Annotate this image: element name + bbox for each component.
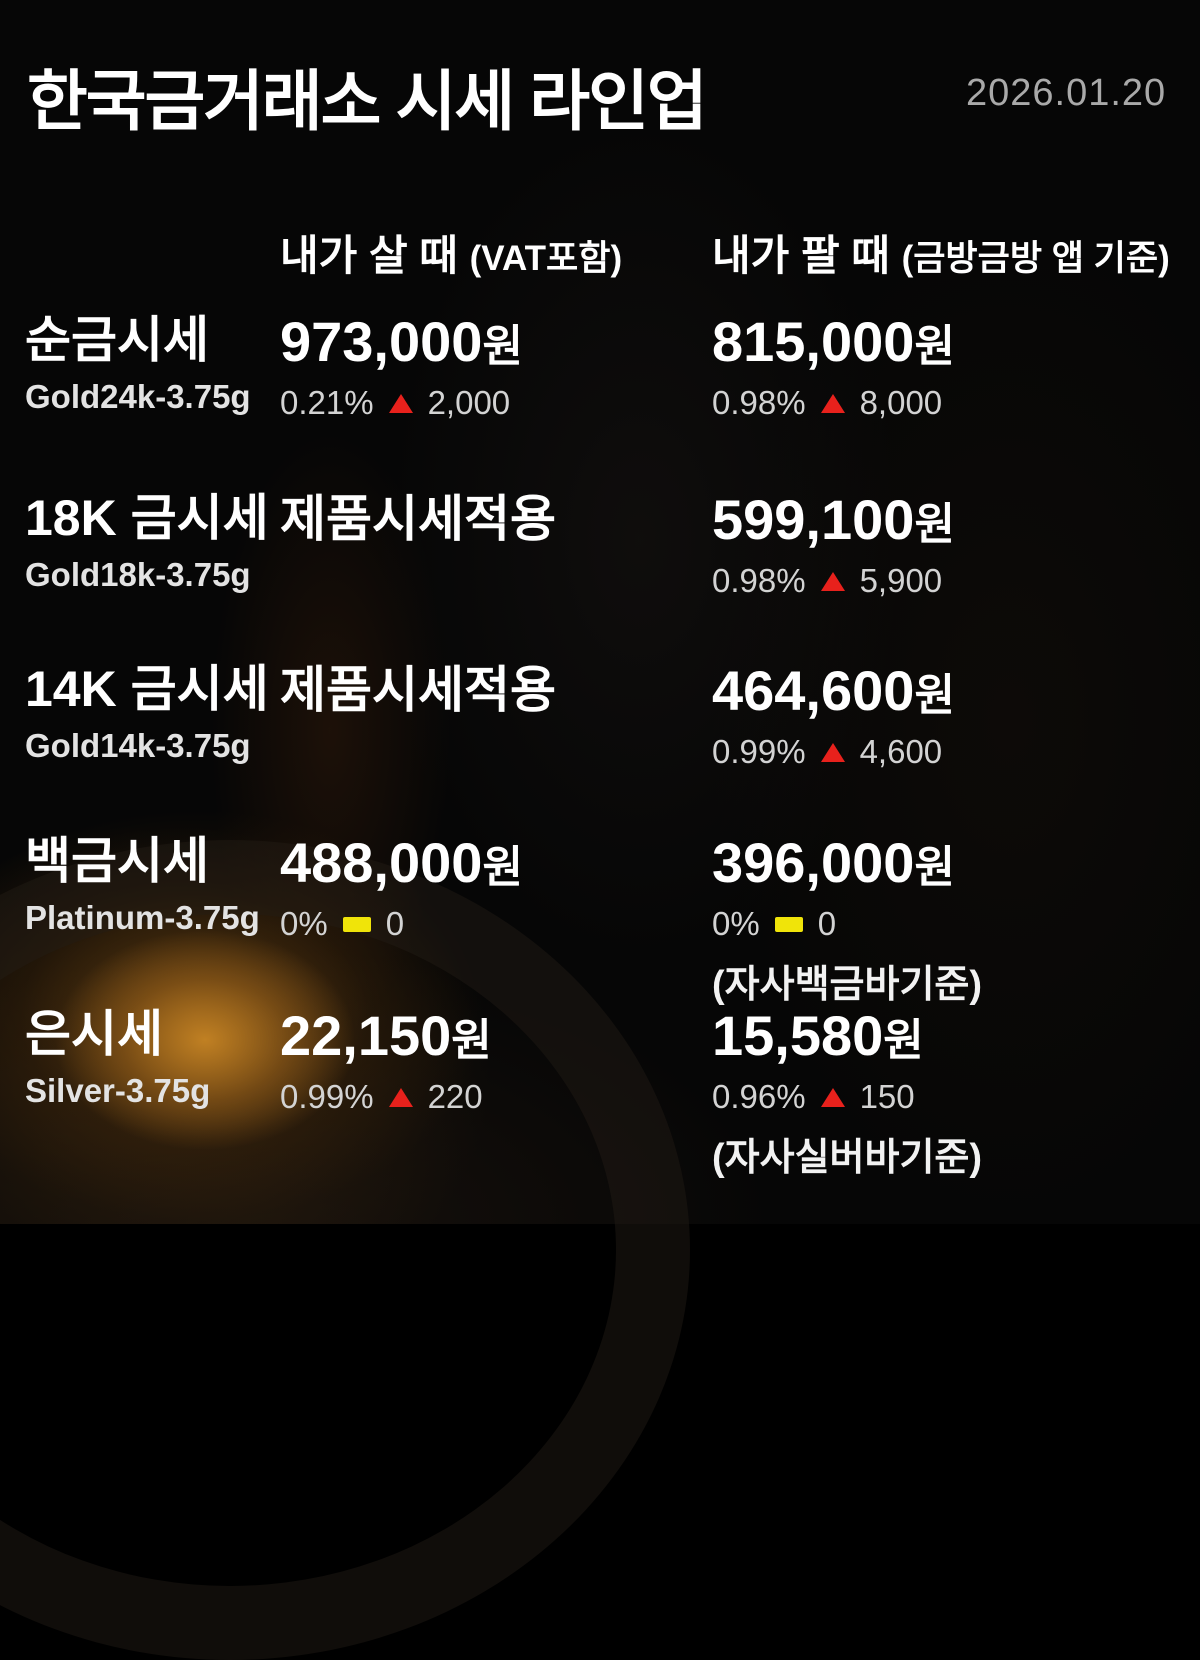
buy-change: 0.99% 220 <box>280 1078 712 1116</box>
sell-price: 599,100원 <box>712 488 955 551</box>
buy-change: 0.21% 2,000 <box>280 384 712 422</box>
buy-column-header: 내가 살 때 (VAT포함) <box>280 232 623 279</box>
sell-change: 0% 0 <box>712 905 1180 943</box>
sell-change: 0.99% 4,600 <box>712 733 1180 771</box>
sell-column-header: 내가 팔 때 (금방금방 앱 기준) <box>712 232 1170 279</box>
change-direction-icon <box>820 742 845 762</box>
won-unit: 원 <box>883 1016 924 1065</box>
change-percent: 0.96% <box>712 1078 806 1115</box>
won-unit: 원 <box>914 843 955 892</box>
sell-change: 0.98% 5,900 <box>712 562 1180 600</box>
change-percent: 0% <box>712 905 760 942</box>
metal-label-cell: 14K 금시세 Gold14k-3.75g <box>25 663 280 771</box>
buy-cell: 22,150원 0.99% 220 <box>280 1008 712 1181</box>
buy-cell: 973,000원 0.21% 2,000 <box>280 314 712 422</box>
change-direction-icon <box>342 916 371 932</box>
sell-change: 0.96% 150 <box>712 1078 1180 1116</box>
sell-column-subnote: (금방금방 앱 기준) <box>901 239 1170 278</box>
won-unit: 원 <box>482 322 523 371</box>
table-row-silver: 은시세 Silver-3.75g 22,150원 0.99% 220 15,58… <box>25 1008 1180 1181</box>
metal-label-cell: 순금시세 Gold24k-3.75g <box>25 314 280 422</box>
change-amount: 220 <box>427 1078 483 1115</box>
buy-column-subnote: (VAT포함) <box>469 239 623 278</box>
change-direction-icon <box>820 1087 845 1107</box>
metal-label-cell: 18K 금시세 Gold18k-3.75g <box>25 492 280 600</box>
change-direction-icon <box>388 1087 413 1107</box>
sell-cell: 464,600원 0.99% 4,600 <box>712 663 1180 771</box>
won-unit: 원 <box>914 500 955 549</box>
change-percent: 0.21% <box>280 384 374 421</box>
change-direction-icon <box>820 571 845 591</box>
table-row-gold14k: 14K 금시세 Gold14k-3.75g 제품시세적용 464,600원 0.… <box>25 663 1180 771</box>
buy-product-price-note: 제품시세적용 <box>280 491 556 547</box>
change-amount: 8,000 <box>859 384 943 421</box>
change-amount: 0 <box>385 905 405 942</box>
table-row-gold24k: 순금시세 Gold24k-3.75g 973,000원 0.21% 2,000 … <box>25 314 1180 422</box>
change-amount: 0 <box>817 905 837 942</box>
sell-price: 464,600원 <box>712 659 955 722</box>
change-direction-icon <box>774 916 803 932</box>
buy-price: 973,000원 <box>280 310 523 373</box>
metal-spec: Silver-3.75g <box>25 1072 211 1109</box>
metal-name: 14K 금시세 <box>25 661 269 717</box>
buy-cell: 제품시세적용 <box>280 492 712 600</box>
page-title: 한국금거래소 시세 라인업 <box>27 64 708 138</box>
label-column-spacer <box>25 222 280 283</box>
change-direction-icon <box>388 393 413 413</box>
won-unit: 원 <box>482 843 523 892</box>
change-percent: 0.99% <box>712 733 806 770</box>
change-direction-icon <box>820 393 845 413</box>
buy-change: 0% 0 <box>280 905 712 943</box>
sell-price: 396,000원 <box>712 831 955 894</box>
sell-cell: 815,000원 0.98% 8,000 <box>712 314 1180 422</box>
change-amount: 150 <box>859 1078 915 1115</box>
buy-cell: 제품시세적용 <box>280 663 712 771</box>
sell-basis-note: (자사실버바기준) <box>712 1137 983 1179</box>
sell-cell: 396,000원 0% 0 (자사백금바기준) <box>712 835 1180 1008</box>
buy-price: 488,000원 <box>280 831 523 894</box>
sell-change: 0.98% 8,000 <box>712 384 1180 422</box>
table-row-gold18k: 18K 금시세 Gold18k-3.75g 제품시세적용 599,100원 0.… <box>25 492 1180 600</box>
change-amount: 4,600 <box>859 733 943 770</box>
metal-label-cell: 은시세 Silver-3.75g <box>25 1008 280 1181</box>
table-row-platinum: 백금시세 Platinum-3.75g 488,000원 0% 0 396,00… <box>25 835 1180 1008</box>
metal-name: 백금시세 <box>25 833 209 889</box>
date-label: 2026.01.20 <box>966 72 1167 114</box>
won-unit: 원 <box>914 671 955 720</box>
column-headers: 내가 살 때 (VAT포함) 내가 팔 때 (금방금방 앱 기준) <box>25 222 1180 283</box>
buy-cell: 488,000원 0% 0 <box>280 835 712 1008</box>
change-percent: 0% <box>280 905 328 942</box>
buy-price: 22,150원 <box>280 1004 492 1067</box>
sell-cell: 15,580원 0.96% 150 (자사실버바기준) <box>712 1008 1180 1181</box>
metal-spec: Platinum-3.75g <box>25 899 260 936</box>
won-unit: 원 <box>451 1016 492 1065</box>
change-percent: 0.98% <box>712 384 806 421</box>
change-amount: 2,000 <box>427 384 511 421</box>
change-percent: 0.99% <box>280 1078 374 1115</box>
change-amount: 5,900 <box>859 562 943 599</box>
metal-name: 은시세 <box>25 1006 163 1062</box>
metal-spec: Gold18k-3.75g <box>25 556 251 593</box>
sell-cell: 599,100원 0.98% 5,900 <box>712 492 1180 600</box>
metal-label-cell: 백금시세 Platinum-3.75g <box>25 835 280 1008</box>
sell-price: 15,580원 <box>712 1004 924 1067</box>
change-percent: 0.98% <box>712 562 806 599</box>
won-unit: 원 <box>914 322 955 371</box>
metal-name: 순금시세 <box>25 312 209 368</box>
metal-name: 18K 금시세 <box>25 490 269 546</box>
metal-spec: Gold14k-3.75g <box>25 727 251 764</box>
buy-product-price-note: 제품시세적용 <box>280 662 556 718</box>
sell-price: 815,000원 <box>712 310 955 373</box>
sell-basis-note: (자사백금바기준) <box>712 964 983 1006</box>
metal-spec: Gold24k-3.75g <box>25 378 251 415</box>
